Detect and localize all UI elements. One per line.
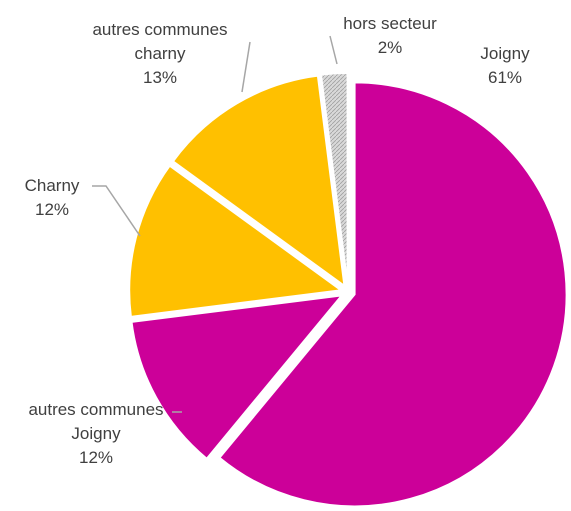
slice-label: hors secteur 2% — [330, 12, 450, 60]
value-label: 13% — [142, 68, 178, 87]
category-label: autres communes Joigny — [28, 400, 164, 443]
category-label: hors secteur — [343, 14, 437, 33]
category-label: Charny — [24, 176, 80, 195]
pie-slice — [128, 164, 344, 318]
pie-slice — [171, 74, 346, 289]
slice-label: autres communes Joigny 12% — [16, 398, 176, 470]
category-label: autres communes charny — [92, 20, 228, 63]
value-label: 12% — [34, 200, 70, 219]
value-label: 61% — [487, 68, 523, 87]
pie-slice — [130, 294, 345, 461]
slices — [128, 72, 568, 508]
leader-line — [329, 35, 338, 65]
slice-label: autres communes charny 13% — [80, 18, 240, 90]
pie-slice — [218, 81, 568, 508]
leader-line — [241, 41, 251, 93]
slice-label: Charny 12% — [2, 174, 102, 222]
category-label: Joigny — [480, 44, 530, 63]
value-label: 2% — [377, 38, 403, 57]
leader-line — [92, 185, 141, 237]
pie-slice — [319, 72, 349, 286]
slice-label: Joigny 61% — [445, 42, 565, 90]
value-label: 12% — [78, 448, 114, 467]
